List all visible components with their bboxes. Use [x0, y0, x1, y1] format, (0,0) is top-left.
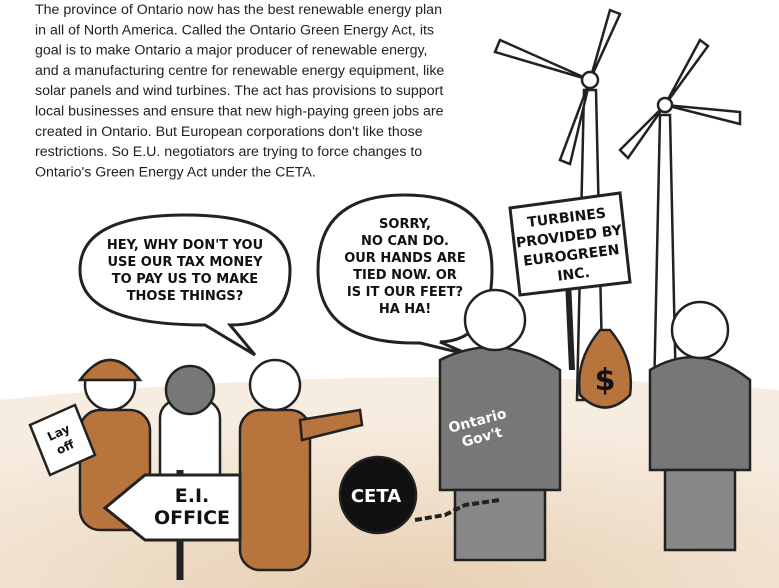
head	[248, 358, 302, 412]
office-text: E.I.	[175, 485, 209, 507]
head	[164, 364, 216, 416]
legs	[453, 488, 547, 562]
businessman	[648, 355, 752, 472]
paragraph-line: The province of Ontario now has the best…	[35, 2, 442, 18]
man	[238, 408, 312, 572]
legs	[663, 468, 737, 552]
ball	[338, 455, 418, 535]
ball-text: CETA	[351, 486, 401, 507]
speech-bubble	[78, 213, 292, 357]
bag-text: $	[595, 363, 616, 398]
speech-bubble	[316, 193, 494, 357]
bubble-line: TIED NOW. OR	[353, 268, 457, 283]
arrow-sign	[102, 473, 242, 542]
turbines	[493, 8, 742, 402]
paragraph-line: and a manufacturing centre for renewable…	[35, 63, 444, 79]
bubble-line: NO CAN DO.	[361, 234, 449, 249]
hub	[656, 96, 674, 114]
head	[670, 300, 730, 360]
paragraph-line: solar panels and wind turbines. The act …	[35, 83, 443, 99]
arm	[298, 408, 364, 442]
paragraph-line: restrictions. So E.U. negotiators are tr…	[35, 144, 422, 160]
paragraph-line: in all of North America. Called the Onta…	[35, 22, 434, 38]
money-bag	[578, 328, 632, 409]
tower	[652, 113, 678, 397]
sign-post	[565, 279, 575, 371]
blades	[618, 38, 742, 160]
paragraph-line: Ontario's Green Energy Act under the CET…	[35, 164, 316, 180]
bubble-line: USE OUR TAX MONEY	[107, 255, 263, 270]
head	[463, 288, 527, 352]
bubble-line: THOSE THINGS?	[127, 289, 244, 304]
sign-line: INC.	[557, 265, 591, 285]
hard-hat	[77, 358, 143, 382]
office-text: OFFICE	[154, 507, 230, 529]
bubble-line: HEY, WHY DON'T YOU	[107, 238, 263, 253]
bubble-line: HA HA!	[379, 302, 431, 317]
characters	[28, 288, 752, 580]
paragraph-line: local businesses and ensure that new hig…	[35, 104, 444, 120]
politician	[438, 345, 562, 492]
blades	[493, 8, 622, 166]
hub	[580, 70, 600, 90]
paper	[28, 403, 97, 477]
sign	[508, 191, 632, 297]
bubble-line: OUR HANDS ARE	[344, 251, 466, 266]
paragraph-line: created in Ontario. But European corpora…	[35, 124, 423, 140]
bubble-line: IS IT OUR FEET?	[347, 285, 463, 300]
paper-text: off	[54, 437, 76, 457]
bubble-line: SORRY,	[379, 217, 431, 232]
bubble-line: TO PAY US TO MAKE	[112, 272, 258, 287]
paragraph-line: goal is to make Ontario a major producer…	[35, 43, 427, 59]
chain	[414, 498, 501, 522]
